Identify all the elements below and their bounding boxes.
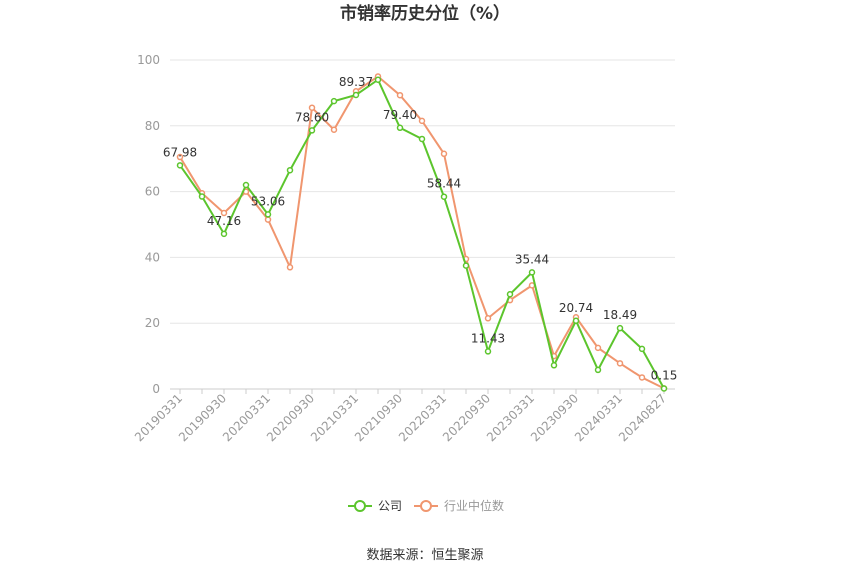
data-label: 67.98 bbox=[163, 145, 197, 159]
legend-marker bbox=[354, 500, 366, 512]
grid bbox=[170, 59, 675, 390]
company-point[interactable] bbox=[418, 135, 426, 143]
company-point[interactable] bbox=[374, 76, 382, 83]
industry-point[interactable] bbox=[330, 126, 338, 133]
data-label: 18.49 bbox=[603, 308, 637, 322]
company-point[interactable] bbox=[308, 127, 316, 134]
y-tick-label: 20 bbox=[145, 316, 160, 330]
y-tick-label: 60 bbox=[145, 185, 160, 199]
industry-point[interactable] bbox=[440, 150, 448, 158]
data-label: 11.43 bbox=[471, 331, 505, 345]
company-point[interactable] bbox=[528, 269, 536, 276]
industry-point[interactable] bbox=[418, 117, 426, 125]
data-label: 53.06 bbox=[251, 194, 285, 208]
company-point[interactable] bbox=[550, 362, 558, 369]
company-point[interactable] bbox=[484, 348, 492, 355]
x-axis: 2019033120190930202003312020093020210331… bbox=[132, 389, 669, 444]
industry-point[interactable] bbox=[484, 315, 492, 322]
legend-label: 公司 bbox=[378, 499, 402, 513]
company-point[interactable] bbox=[264, 211, 272, 218]
y-tick-label: 40 bbox=[145, 250, 160, 264]
y-tick-label: 0 bbox=[152, 382, 160, 396]
industry-point[interactable] bbox=[176, 153, 184, 161]
company-point[interactable] bbox=[198, 193, 206, 200]
legend-item-company[interactable]: 公司 bbox=[348, 499, 402, 513]
company-point[interactable] bbox=[242, 181, 250, 189]
industry-point[interactable] bbox=[638, 374, 646, 381]
legend-marker bbox=[420, 500, 432, 512]
series-layer bbox=[176, 73, 668, 392]
data-label: 20.74 bbox=[559, 301, 593, 315]
company-point[interactable] bbox=[176, 162, 184, 169]
legend-item-industry[interactable]: 行业中位数 bbox=[414, 498, 504, 513]
company-point[interactable] bbox=[594, 366, 602, 374]
company-point[interactable] bbox=[330, 97, 338, 105]
y-tick-label: 100 bbox=[137, 53, 160, 67]
industry-point[interactable] bbox=[594, 344, 602, 352]
company-point[interactable] bbox=[506, 290, 514, 298]
y-tick-label: 80 bbox=[145, 119, 160, 133]
company-point[interactable] bbox=[572, 317, 580, 325]
company-point[interactable] bbox=[660, 385, 668, 392]
company-point[interactable] bbox=[352, 91, 360, 99]
company-point[interactable] bbox=[638, 345, 646, 353]
data-label: 89.37 bbox=[339, 75, 373, 89]
company-point[interactable] bbox=[440, 193, 448, 200]
company-point[interactable] bbox=[616, 324, 624, 332]
company-point[interactable] bbox=[396, 124, 404, 132]
chart-title: 市销率历史分位（%） bbox=[340, 3, 510, 24]
y-axis: 0 20 40 60 80 100 bbox=[137, 53, 160, 396]
data-label: 58.44 bbox=[427, 177, 461, 191]
industry-point[interactable] bbox=[286, 264, 294, 271]
company-point[interactable] bbox=[462, 262, 470, 269]
legend-label: 行业中位数 bbox=[444, 498, 504, 513]
industry-point[interactable] bbox=[220, 209, 228, 217]
data-label: 35.44 bbox=[515, 252, 549, 266]
data-label: 0.15 bbox=[651, 369, 678, 383]
industry-point[interactable] bbox=[308, 104, 316, 111]
legend[interactable]: 公司 行业中位数 bbox=[348, 498, 504, 513]
industry-point[interactable] bbox=[264, 216, 272, 223]
source-note: 数据来源：恒生聚源 bbox=[366, 548, 483, 563]
data-label: 78.60 bbox=[295, 110, 329, 124]
data-label: 79.40 bbox=[383, 108, 417, 122]
data-label: 47.16 bbox=[207, 214, 241, 228]
company-point[interactable] bbox=[220, 230, 228, 238]
data-labels: 67.98 47.16 53.06 78.60 89.37 79.40 58.44 11.43… bbox=[163, 75, 678, 383]
industry-point[interactable] bbox=[396, 91, 404, 99]
industry-point[interactable] bbox=[616, 360, 624, 367]
x-tick-label: 20240827 bbox=[616, 391, 669, 444]
company-point[interactable] bbox=[286, 166, 294, 174]
